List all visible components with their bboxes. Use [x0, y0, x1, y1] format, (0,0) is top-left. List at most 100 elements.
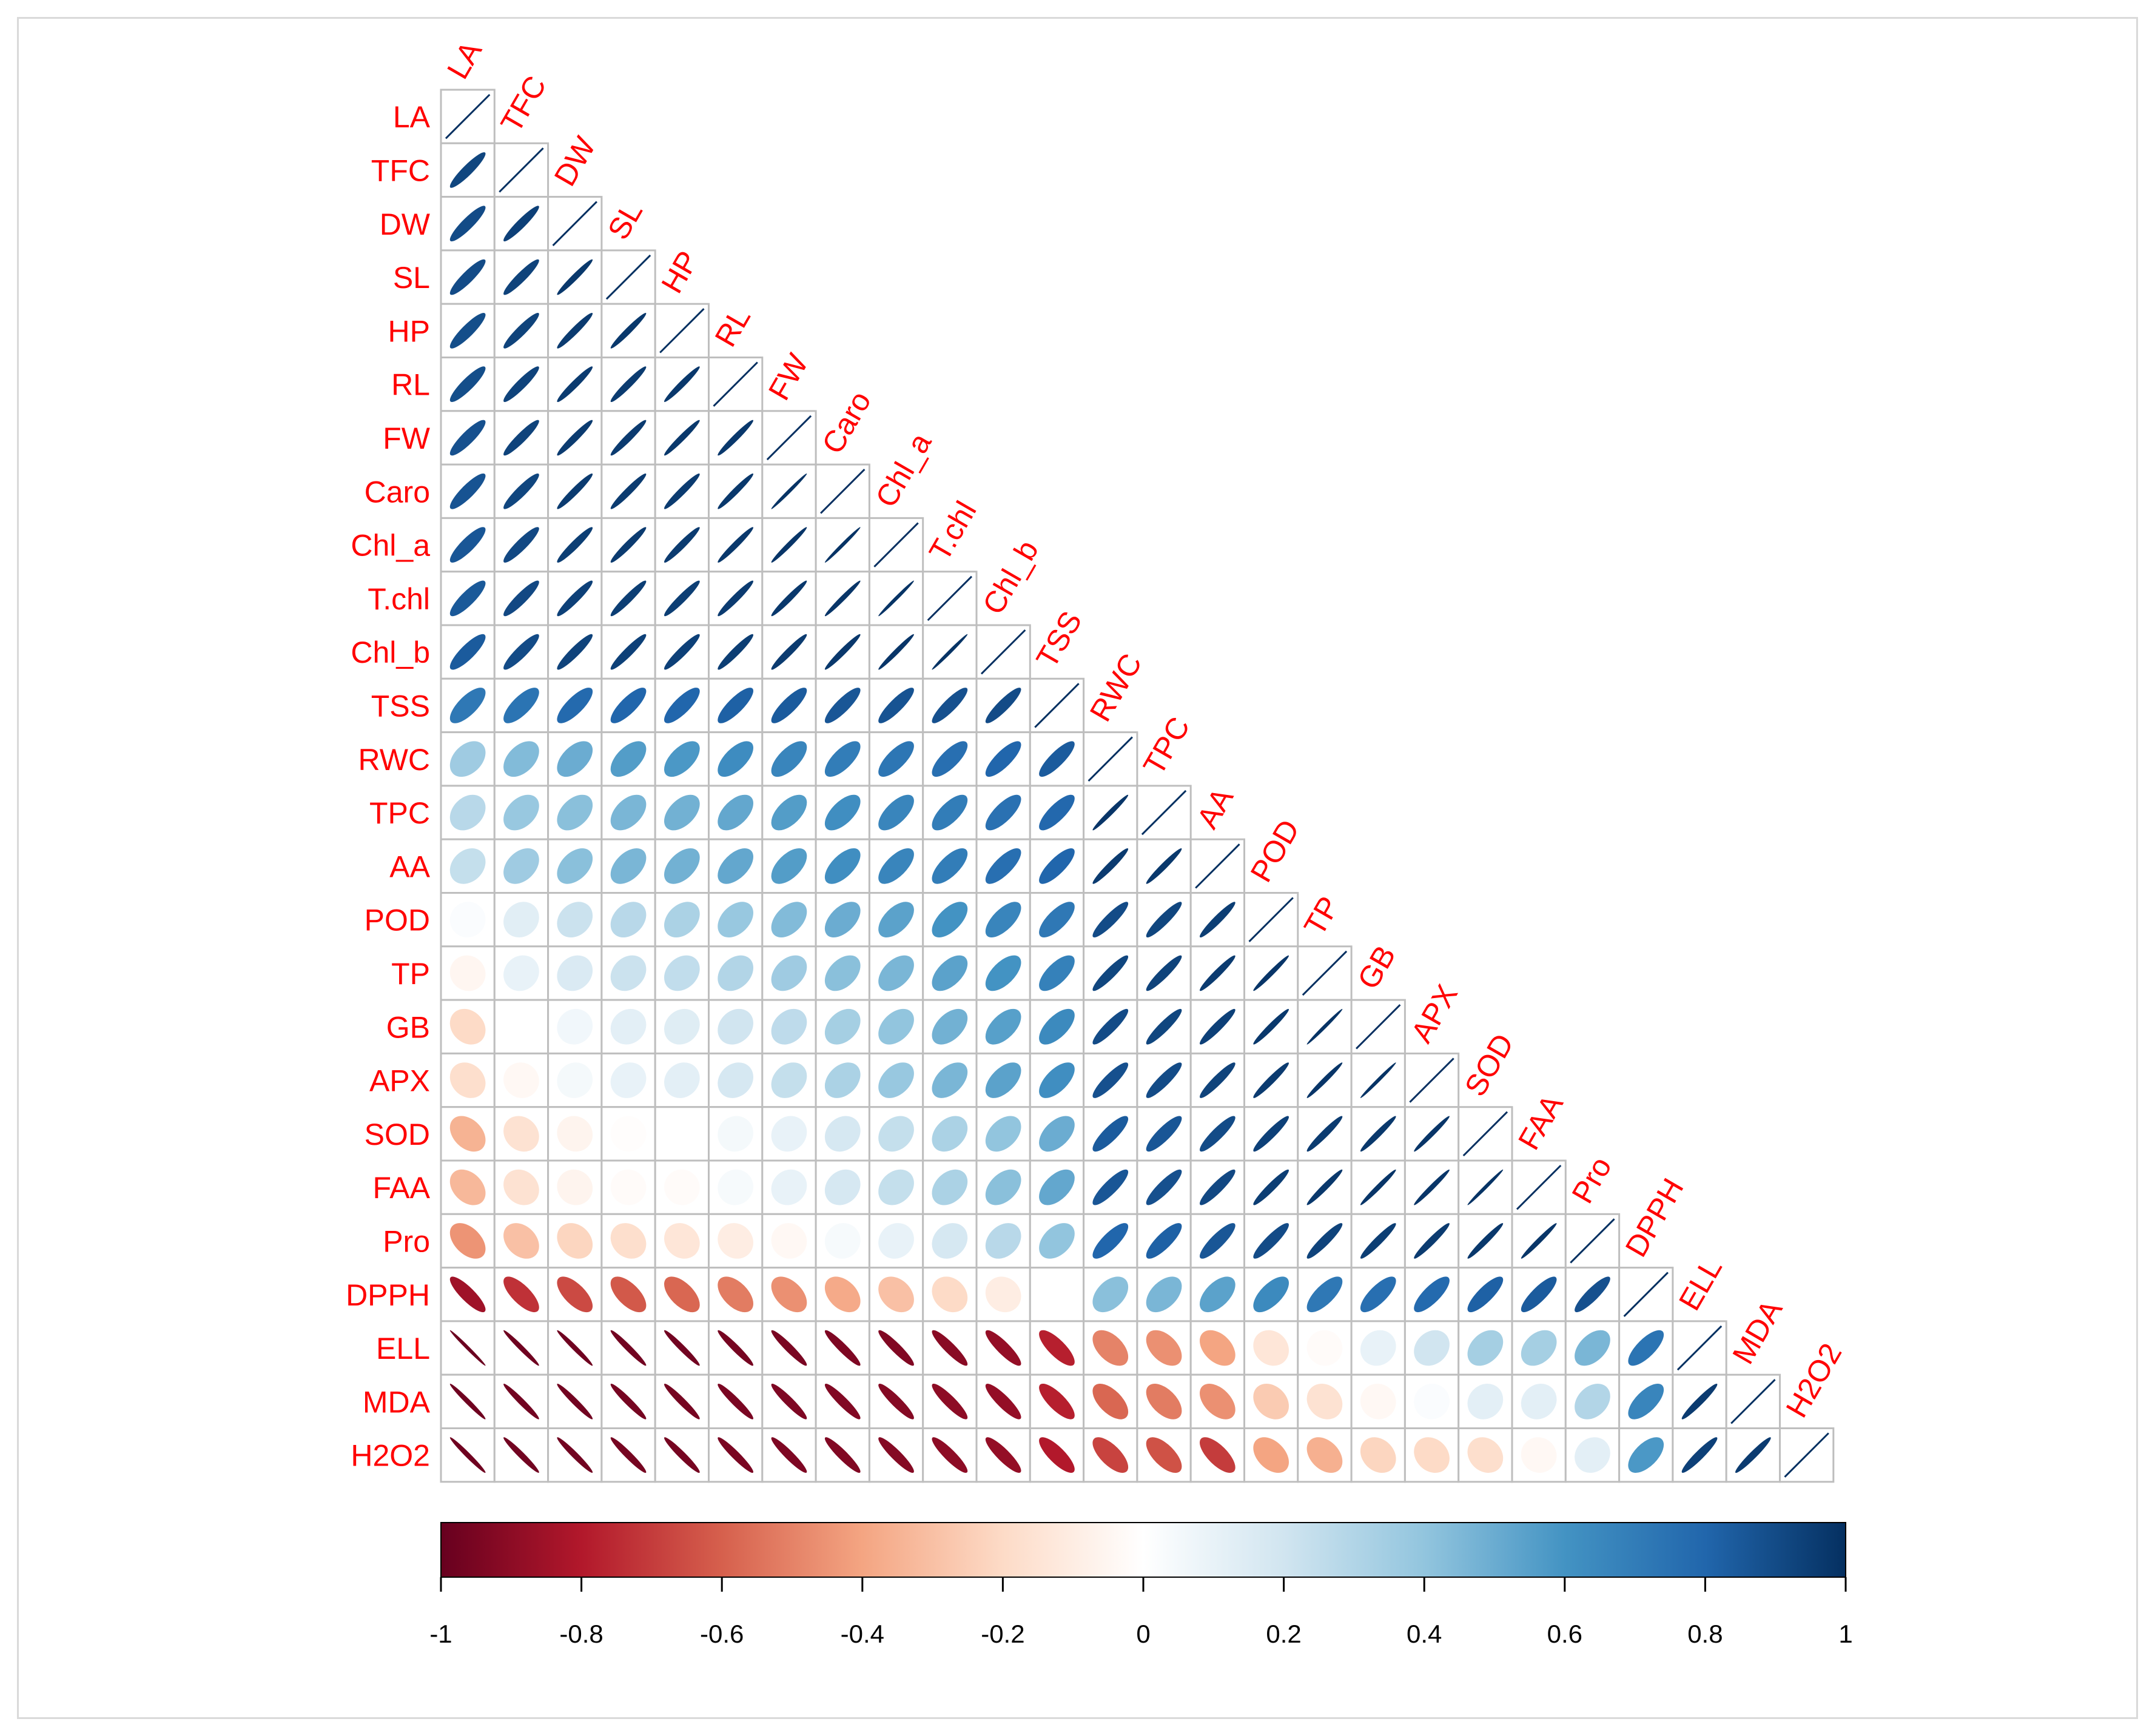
colorbar-tick-label: -1: [429, 1620, 452, 1648]
ellipse-Pro-T.chl: [932, 1223, 968, 1259]
ellipse-DPPH-SL: [610, 1276, 647, 1313]
ellipse-Chl_a-DW: [557, 527, 593, 563]
ellipse-APX-POD: [1253, 1062, 1289, 1098]
ellipse-Pro-POD: [1253, 1223, 1289, 1259]
ellipse-POD-DW: [557, 902, 593, 937]
diagonal-mark: [1676, 1325, 1723, 1371]
ellipse-AA-LA: [449, 848, 486, 884]
cell-AA-TSS: [1029, 838, 1085, 894]
diagonal-mark: [820, 469, 866, 514]
ellipse-H2O2-Chl_b: [985, 1437, 1021, 1473]
row-label: T.chl: [368, 582, 430, 616]
ellipse-T.chl-Chl_a: [878, 580, 914, 617]
diagonal-mark: [1248, 897, 1294, 942]
ellipse-SOD-RWC: [1092, 1116, 1129, 1152]
ellipse-TP-Chl_a: [878, 955, 914, 991]
ellipse-Chl_b-Chl_a: [878, 634, 914, 670]
ellipse-APX-LA: [449, 1062, 486, 1098]
row-label: RWC: [358, 743, 430, 777]
ellipse-SOD-APX: [1414, 1116, 1450, 1152]
cell-ELL-AA: [1189, 1320, 1245, 1376]
ellipse-RWC-T.chl: [932, 741, 968, 777]
ellipse-AA-SL: [610, 848, 647, 884]
column-label: DW: [548, 130, 603, 192]
row-label: APX: [369, 1064, 430, 1098]
ellipse-MDA-FAA: [1521, 1384, 1557, 1419]
column-label: DPPH: [1619, 1173, 1690, 1262]
ellipse-H2O2-FAA: [1521, 1437, 1557, 1473]
ellipse-H2O2-ELL: [1681, 1437, 1718, 1473]
column-label: RL: [708, 302, 757, 352]
ellipse-MDA-DW: [557, 1384, 593, 1419]
ellipse-RL-HP: [664, 366, 700, 402]
ellipse-FAA-Caro: [824, 1169, 861, 1205]
ellipse-TP-TPC: [1146, 955, 1182, 991]
ellipse-RWC-DW: [557, 741, 593, 777]
ellipse-H2O2-GB: [1360, 1437, 1396, 1473]
row-label: TP: [391, 957, 430, 991]
ellipse-TPC-FW: [771, 794, 807, 831]
ellipse-Chl_b-RL: [718, 634, 753, 670]
ellipse-RWC-Caro: [824, 741, 861, 777]
ellipse-ELL-HP: [664, 1330, 700, 1366]
ellipse-H2O2-MDA: [1735, 1437, 1771, 1473]
ellipse-DPPH-Chl_b: [985, 1276, 1021, 1313]
ellipse-T.chl-LA: [449, 580, 486, 617]
ellipse-APX-T.chl: [932, 1062, 968, 1098]
diagonal-mark: [1409, 1057, 1454, 1103]
ellipse-H2O2-Pro: [1575, 1437, 1610, 1473]
ellipse-FAA-FW: [771, 1169, 807, 1205]
ellipse-TPC-LA: [449, 794, 486, 831]
ellipse-ELL-DW: [557, 1330, 593, 1366]
diagonal-mark: [766, 415, 812, 461]
column-label: H2O2: [1780, 1338, 1849, 1423]
ellipse-T.chl-SL: [610, 580, 647, 617]
cell-TP-AA: [1189, 945, 1245, 1001]
ellipse-DPPH-APX: [1414, 1276, 1450, 1313]
diagonal-mark: [1088, 736, 1133, 782]
ellipse-RL-LA: [449, 366, 486, 402]
ellipse-AA-HP: [664, 848, 700, 884]
ellipse-FAA-TFC: [503, 1169, 539, 1205]
row-label: DPPH: [346, 1278, 430, 1312]
ellipse-AA-TFC: [503, 848, 539, 884]
ellipse-AA-Chl_b: [985, 848, 1021, 884]
ellipse-FAA-SOD: [1467, 1169, 1504, 1205]
ellipse-MDA-Caro: [824, 1384, 861, 1419]
ellipse-TPC-TSS: [1039, 794, 1075, 831]
ellipse-FW-HP: [664, 420, 700, 456]
ellipse-APX-FW: [771, 1062, 807, 1098]
column-label: TFC: [494, 70, 553, 138]
ellipse-ELL-RWC: [1092, 1330, 1129, 1366]
ellipse-POD-Chl_b: [985, 902, 1021, 937]
ellipse-H2O2-RWC: [1092, 1437, 1129, 1473]
ellipse-FW-TFC: [503, 420, 539, 456]
ellipse-Pro-Chl_a: [878, 1223, 914, 1259]
ellipse-DPPH-Caro: [824, 1276, 861, 1313]
diagonal-mark: [713, 361, 758, 407]
ellipse-FW-DW: [557, 420, 593, 456]
ellipse-AA-TPC: [1146, 848, 1182, 884]
diagonal-mark: [499, 147, 544, 193]
ellipse-Caro-LA: [449, 473, 486, 509]
ellipse-MDA-HP: [664, 1384, 700, 1419]
colorbar-tick-label: 0.8: [1687, 1620, 1723, 1648]
ellipse-H2O2-T.chl: [932, 1437, 968, 1473]
ellipse-FAA-Chl_b: [985, 1169, 1021, 1205]
ellipse-SOD-Chl_b: [985, 1116, 1021, 1152]
cell-H2O2-HP: [654, 1427, 710, 1483]
ellipse-H2O2-TPC: [1146, 1437, 1182, 1473]
ellipse-SOD-TP: [1306, 1116, 1343, 1152]
ellipse-TPC-TFC: [503, 794, 539, 831]
ellipse-FAA-TSS: [1039, 1169, 1075, 1205]
ellipse-TP-DW: [557, 955, 593, 991]
ellipse-SL-LA: [449, 259, 486, 295]
row-label: DW: [380, 207, 431, 241]
ellipse-ELL-FAA: [1521, 1330, 1557, 1366]
ellipse-ELL-Chl_b: [985, 1330, 1021, 1366]
diagonal-mark: [552, 201, 597, 246]
ellipse-H2O2-Chl_a: [878, 1437, 914, 1473]
ellipse-MDA-RL: [718, 1384, 753, 1419]
column-label: MDA: [1726, 1294, 1789, 1370]
column-label: ELL: [1672, 1252, 1729, 1316]
